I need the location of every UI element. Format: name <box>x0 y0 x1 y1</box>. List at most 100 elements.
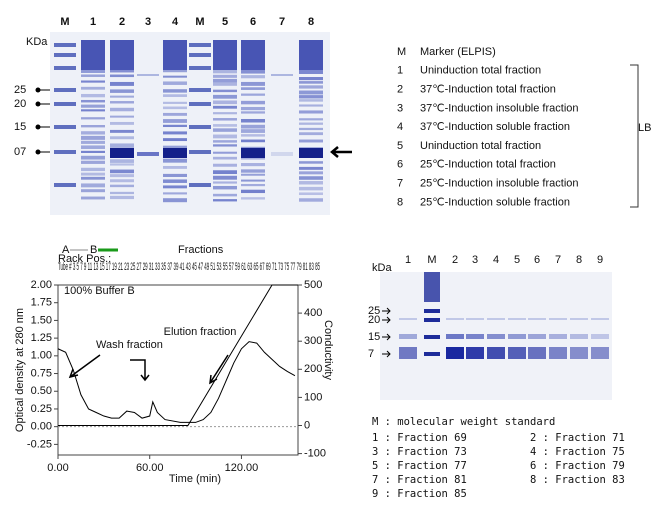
gel-band <box>81 131 105 135</box>
gel-band <box>81 99 105 103</box>
lane-label: 6 <box>250 16 256 28</box>
gel-band <box>163 158 187 163</box>
lane-label: 4 <box>172 16 179 28</box>
gel-band <box>446 334 464 339</box>
marker-label: 25 <box>14 84 26 96</box>
marker-arrow <box>382 307 391 315</box>
legend-entry: 1 : Fraction 69 <box>372 432 467 444</box>
gel-band <box>570 334 588 339</box>
lane-label: M <box>427 254 436 266</box>
gel-band <box>110 115 134 118</box>
gel-band <box>81 80 105 83</box>
y-axis-label: Optical density at 280 nm <box>14 308 26 432</box>
legend-text: 37℃-Induction soluble fraction <box>420 121 570 133</box>
legend-key: 6 <box>397 159 403 171</box>
gel-band <box>213 170 237 175</box>
gel-band <box>110 191 134 195</box>
gel-band <box>189 53 211 57</box>
legend-text: 25℃-Induction total fraction <box>420 159 556 171</box>
lane-label: 7 <box>555 254 561 266</box>
gel-band <box>299 118 323 121</box>
gel-band <box>54 150 76 154</box>
gel-band <box>241 81 265 86</box>
gel-band <box>189 102 211 106</box>
unit-label: KDa <box>26 36 48 48</box>
y-tick-label: -0.25 <box>27 438 52 450</box>
gel-band <box>54 53 76 57</box>
marker-label: 25 <box>368 305 380 317</box>
gel-band <box>81 125 105 128</box>
gel-band <box>299 161 323 164</box>
gel-band <box>299 122 323 125</box>
gel-band <box>189 88 211 92</box>
gel-band <box>81 70 105 73</box>
legend-text: 25℃-Induction insoluble fraction <box>420 178 579 190</box>
gel-band <box>54 66 76 70</box>
gel-band <box>299 85 323 89</box>
gel-band <box>271 152 293 156</box>
gel-band <box>137 152 159 156</box>
gel-band <box>110 70 134 73</box>
gel-smear <box>110 40 134 70</box>
gel-band <box>189 43 211 47</box>
lane-label: 3 <box>472 254 478 266</box>
gel-band <box>299 110 323 114</box>
gel-band <box>241 169 265 173</box>
y-tick-label: 1.50 <box>31 314 52 326</box>
gel-band <box>81 135 105 140</box>
y2-tick-label: 100 <box>304 391 322 403</box>
gel-band <box>189 183 211 187</box>
gel-band <box>110 81 134 86</box>
gel-band <box>81 160 105 164</box>
legend-key: 5 <box>397 140 403 152</box>
gel-band <box>110 169 134 174</box>
gel-band <box>81 86 105 90</box>
legend-key: 3 <box>397 102 403 114</box>
legend-key: 2 <box>397 84 403 96</box>
gel-band <box>110 143 134 148</box>
lane-label: 8 <box>576 254 582 266</box>
gel-band <box>241 179 265 182</box>
bracket-label: LB <box>638 122 651 134</box>
gel-band <box>189 150 211 154</box>
gel-smear <box>299 40 323 70</box>
gel-band <box>213 83 237 86</box>
legend-text: Uninduction total fraction <box>420 65 541 77</box>
gel-band <box>81 172 105 176</box>
marker-label: 7 <box>368 348 374 360</box>
gel-band <box>163 131 187 135</box>
lane-label: 4 <box>493 254 499 266</box>
gel-band <box>487 318 505 320</box>
gel-band <box>163 81 187 85</box>
gel-band <box>137 74 159 76</box>
gel-band <box>399 318 417 320</box>
legend-entry: 3 : Fraction 73 <box>372 446 467 458</box>
legend-entry: 4 : Fraction 75 <box>530 446 625 458</box>
y2-tick-label: 0 <box>304 419 310 431</box>
gel-band <box>163 173 187 177</box>
gel-band <box>213 175 237 180</box>
gel-band <box>110 129 134 133</box>
gel-band <box>241 106 265 111</box>
gel-band <box>241 134 265 137</box>
gel-band <box>299 192 323 196</box>
gel-band <box>163 94 187 97</box>
gel-band <box>163 112 187 116</box>
rack-label: Rack Pos.: <box>58 253 111 265</box>
gel-band <box>163 75 187 78</box>
lane-label: M <box>60 16 69 28</box>
gel-band <box>528 334 546 339</box>
tube-label: Tube # 3 5 7 9 11 13 15 17 19 21 23 25 2… <box>58 261 320 273</box>
marker-arrow <box>382 333 391 341</box>
gel-band <box>241 124 265 129</box>
gel-band <box>466 347 484 359</box>
gel-band <box>110 95 134 98</box>
legend-key: 4 <box>397 121 403 133</box>
gel-band <box>299 104 323 107</box>
legend-entry: 6 : Fraction 79 <box>530 460 625 472</box>
legend-key: 1 <box>397 65 403 77</box>
gel-band <box>508 347 526 359</box>
y-tick-label: 2.00 <box>31 279 52 291</box>
gel-band <box>213 94 237 99</box>
gel-band <box>299 77 323 81</box>
